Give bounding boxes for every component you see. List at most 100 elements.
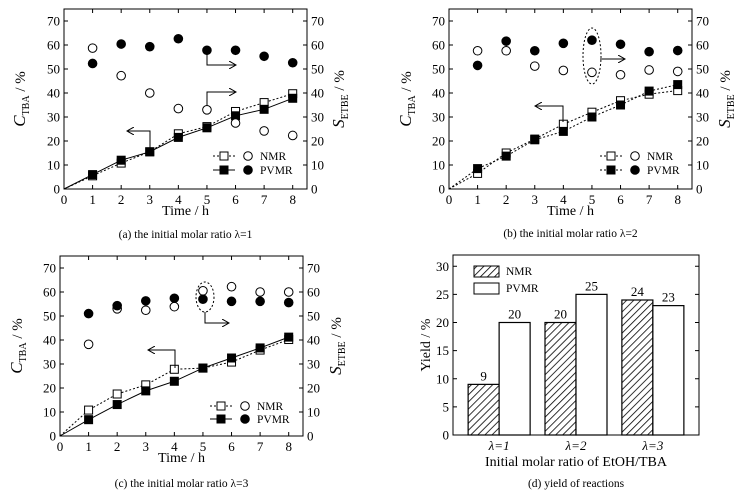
data-point-circle	[259, 51, 269, 62]
x-axis-label: Time / h	[162, 204, 209, 219]
data-point-circle	[287, 57, 298, 68]
panel-caption: (a) the initial molar ratio λ=1	[119, 229, 253, 241]
y-right-tick-label: 70	[307, 261, 320, 276]
data-point-circle	[587, 67, 597, 78]
data-point-square	[227, 353, 237, 363]
y-right-tick-label: 0	[696, 182, 703, 197]
legend-label: PVMR	[257, 414, 290, 426]
legend-square-marker	[606, 151, 616, 161]
y-tick-label: 0	[443, 428, 450, 443]
data-point-circle	[283, 297, 294, 308]
y-right-tick-label: 50	[307, 309, 320, 324]
data-point-square	[198, 363, 208, 373]
x-tick-label: λ=1	[488, 438, 510, 453]
data-point-circle	[198, 286, 208, 296]
x-axis-label: Time / h	[158, 451, 205, 466]
data-point-square	[288, 93, 298, 103]
x-tick-label: 6	[617, 192, 624, 207]
data-point-circle	[230, 45, 241, 56]
y-right-tick-label: 30	[311, 110, 324, 125]
data-point-circle	[529, 61, 540, 71]
y-right-tick-label: 60	[696, 38, 709, 53]
data-point-square	[84, 405, 94, 415]
series-pvmr-c-tba	[63, 93, 298, 190]
x-tick-label: 3	[147, 192, 154, 207]
data-point-square	[530, 135, 540, 145]
data-point-circle	[87, 43, 98, 53]
y-tick-label: 0	[439, 182, 446, 197]
axis-symbol: S	[715, 119, 734, 128]
series-line	[448, 84, 678, 190]
data-point-circle	[259, 126, 269, 136]
bar-value-label: 24	[631, 284, 645, 299]
series-pvmr-s-etbe	[83, 293, 294, 319]
y-tick-label: 0	[50, 429, 57, 444]
y-tick-label: 10	[432, 158, 445, 173]
data-point-square	[616, 100, 626, 110]
y-right-tick-label: 40	[696, 86, 709, 101]
axis-subscript: TBA	[18, 342, 29, 363]
data-point-circle	[173, 33, 184, 44]
legend-hatched-swatch	[473, 265, 500, 278]
x-tick-label: 2	[114, 439, 121, 454]
data-point-circle	[226, 281, 237, 292]
bar-value-label: 20	[554, 307, 567, 322]
legend-label: NMR	[506, 266, 533, 278]
x-tick-label: 5	[589, 192, 596, 207]
bar-nmr	[467, 383, 500, 436]
bar-value-label: 23	[662, 290, 675, 305]
legend-circle-marker	[240, 414, 250, 424]
arrow-left-icon	[148, 350, 176, 368]
bar-pvmr	[652, 305, 685, 436]
legend-label: PVMR	[647, 165, 680, 177]
series-line	[59, 339, 289, 437]
data-point-square	[112, 400, 122, 410]
data-point-square	[202, 123, 212, 133]
axis-subscript: ETBE	[340, 94, 351, 119]
y-right-tick-label: 70	[311, 14, 324, 29]
bar-value-label: 25	[585, 278, 598, 293]
y-right-axis-label: SETBE / %	[329, 70, 351, 128]
data-point-circle	[198, 294, 208, 305]
axis-symbol: C	[10, 115, 29, 127]
series-line	[63, 93, 293, 190]
bar-pvmr	[575, 293, 608, 436]
y-tick-label: 40	[432, 86, 445, 101]
y-tick-label: 60	[43, 285, 56, 300]
y-right-tick-label: 40	[311, 86, 324, 101]
axis-unit: / %	[10, 318, 26, 342]
x-tick-label: λ=3	[641, 438, 663, 453]
data-point-square	[644, 86, 654, 96]
y-tick-label: 40	[47, 86, 60, 101]
series-pvmr-s-etbe	[472, 35, 683, 71]
panel-caption: (c) the initial molar ratio λ=3	[115, 478, 249, 490]
axis-symbol: S	[326, 366, 345, 375]
data-point-square	[473, 164, 483, 174]
x-tick-label: 8	[674, 192, 681, 207]
data-point-circle	[558, 65, 569, 76]
y-tick-label: 30	[436, 259, 449, 274]
legend-label: NMR	[257, 401, 284, 413]
legend-label: NMR	[647, 151, 674, 163]
legend-square-marker	[606, 165, 616, 175]
data-point-circle	[169, 301, 180, 312]
x-tick-label: 6	[228, 439, 235, 454]
data-point-square	[84, 415, 94, 425]
plot-frame	[63, 8, 308, 190]
y-tick-label: 50	[432, 62, 445, 77]
y-tick-label: 30	[43, 357, 56, 372]
data-point-circle	[615, 69, 626, 80]
data-point-square	[169, 364, 179, 374]
x-tick-label: 1	[89, 192, 96, 207]
arrow-right-icon	[206, 52, 236, 65]
data-point-square	[255, 343, 265, 353]
axis-subscript: ETBE	[726, 94, 734, 119]
x-axis-label: Initial molar ratio of EtOH/TBA	[485, 455, 668, 470]
data-point-circle	[644, 65, 654, 75]
data-point-circle	[472, 60, 483, 71]
axis-symbol: C	[7, 362, 26, 374]
y-tick-label: 40	[43, 333, 56, 348]
y-tick-label: 50	[43, 309, 56, 324]
